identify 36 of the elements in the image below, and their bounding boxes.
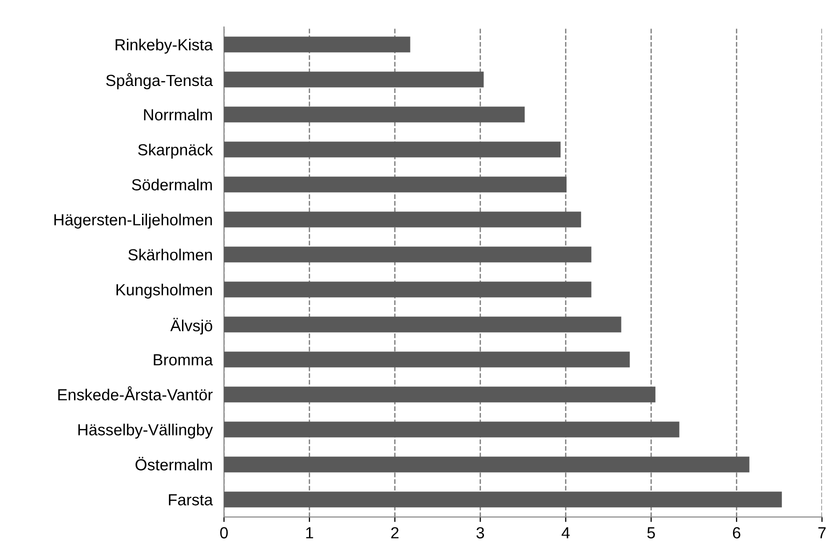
y-tick-label: Rinkeby-Kista [116, 38, 213, 54]
y-tick-label: Skarpnäck [138, 144, 213, 159]
y-tick-label: Bromma [154, 354, 213, 366]
y-tick-label: Älvsjö [170, 318, 212, 334]
bar [224, 316, 622, 332]
y-tick-label: Enskede-Årsta-Vantör [58, 386, 213, 400]
bar [224, 142, 561, 158]
y-tick-label: Farsta [168, 494, 213, 506]
x-tick-label: 1 [306, 527, 314, 538]
bar [224, 386, 656, 402]
y-tick-label: Östermalm [136, 456, 212, 470]
y-tick-label: Skärholmen [128, 248, 212, 260]
y-tick-label: Norrmalm [144, 108, 212, 120]
y-tick-label: Kungsholmen [116, 284, 212, 299]
x-tick-label: 4 [562, 527, 570, 538]
y-tick-label: Spånga-Tensta [106, 73, 213, 90]
bar [224, 176, 567, 192]
bar [224, 212, 582, 228]
y-tick-label: Södermalm [132, 178, 212, 190]
x-tick-label: 5 [647, 527, 655, 538]
y-tick-label: Hässelby-Vällingby [78, 424, 213, 439]
y-tick-label: Hägersten-Liljeholmen [54, 214, 212, 229]
bar [224, 282, 592, 298]
bar [224, 422, 680, 438]
bar [224, 36, 410, 52]
x-tick-label: 0 [220, 527, 228, 538]
bar [224, 352, 630, 368]
x-tick-label: 6 [732, 527, 740, 538]
bar [224, 456, 750, 472]
bar [224, 246, 592, 262]
x-tick-label: 7 [818, 527, 826, 538]
bar [224, 106, 525, 122]
x-tick-label: 2 [391, 527, 398, 538]
x-tick-label: 3 [476, 527, 484, 538]
bar [224, 72, 484, 88]
bar [224, 492, 782, 508]
